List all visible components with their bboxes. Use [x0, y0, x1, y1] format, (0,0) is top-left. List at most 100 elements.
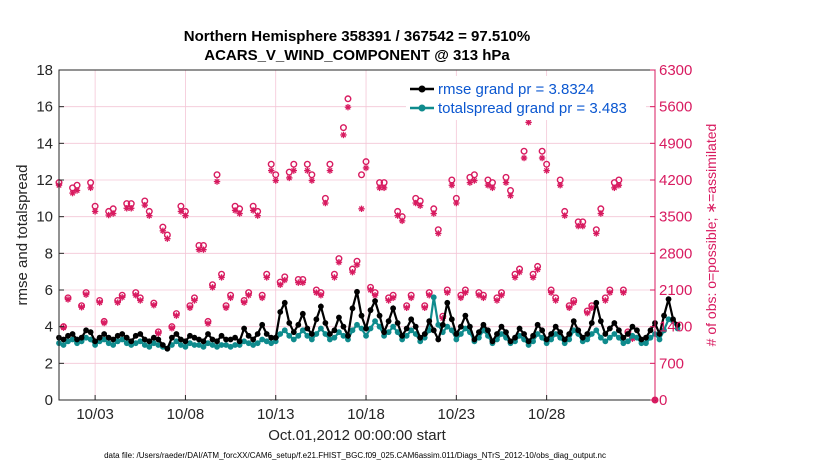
obs-assimilated-point — [380, 184, 388, 192]
obs-assimilated-point — [520, 154, 528, 162]
obs-assimilated-point — [236, 210, 243, 217]
rmse-point — [570, 318, 577, 325]
rmse-point — [444, 299, 451, 306]
spread-point — [611, 331, 618, 337]
rmse-point — [363, 325, 369, 332]
y-left-tick-label: 4 — [45, 319, 53, 336]
rmse-point — [656, 331, 663, 337]
y-right-tick-label: 1400 — [659, 319, 692, 336]
obs-assimilated-point — [426, 292, 433, 299]
rmse-point — [494, 331, 500, 337]
obs-assimilated-point — [538, 154, 546, 162]
spread-point — [376, 323, 383, 330]
spread-point — [462, 325, 469, 332]
spread-point — [254, 340, 261, 347]
spread-point — [426, 327, 433, 334]
spread-point — [87, 336, 94, 343]
spread-point — [209, 342, 216, 348]
obs-assimilated-point — [362, 164, 370, 172]
spread-point — [241, 338, 248, 345]
obs-assimilated-point — [254, 212, 261, 219]
spread-point — [435, 321, 442, 328]
rmse-point — [376, 312, 383, 319]
rmse-point — [435, 336, 442, 343]
spread-point — [602, 338, 609, 345]
obs-assimilated-point — [245, 292, 252, 299]
y-left-tick-label: 6 — [45, 282, 53, 299]
spread-point — [448, 327, 455, 334]
spread-point — [119, 336, 126, 343]
obs-assimilated-point — [344, 103, 352, 111]
rmse-point — [354, 288, 360, 295]
obs-assimilated-point — [340, 131, 347, 139]
obs-assimilated-point — [60, 324, 67, 331]
rmse-point — [439, 321, 446, 328]
obs-assimilated-point — [331, 274, 338, 281]
y-right-tick-label: 700 — [659, 355, 684, 372]
spread-point — [286, 332, 293, 339]
rmse-point — [290, 329, 297, 336]
rmse-point — [227, 336, 234, 343]
obs-assimilated-point — [570, 299, 577, 306]
y-left-tick-label: 14 — [36, 135, 53, 152]
obs-assimilated-point — [457, 294, 465, 302]
obs-assimilated-point — [407, 294, 415, 302]
obs-assimilated-point — [620, 289, 627, 296]
rmse-point — [65, 332, 71, 339]
y-right-tick-label: 4900 — [659, 135, 692, 152]
rmse-point — [128, 338, 135, 345]
rmse-point — [322, 320, 329, 326]
spread-point — [340, 332, 347, 339]
rmse-point — [421, 331, 428, 337]
rmse-point — [399, 332, 406, 339]
obs-assimilated-point — [304, 167, 311, 174]
obs-assimilated-point — [575, 222, 582, 230]
spread-point — [516, 332, 523, 339]
rmse-point — [96, 334, 103, 341]
rmse-point — [187, 332, 193, 339]
spread-point — [196, 342, 202, 348]
obs-assimilated-point — [358, 205, 365, 213]
obs-possible-point — [538, 147, 546, 155]
obs-assimilated-point — [213, 178, 221, 185]
spread-point — [182, 343, 189, 350]
obs-assimilated-point — [78, 304, 85, 311]
spread-point — [155, 342, 162, 348]
y-left-tick-label: 0 — [45, 392, 53, 409]
obs-assimilated-point — [516, 268, 523, 276]
rmse-point — [164, 345, 171, 352]
y-right-tick-label: 6300 — [659, 62, 692, 79]
x-tick-label: 10/23 — [438, 406, 476, 423]
spread-point — [114, 338, 121, 345]
rmse-point — [268, 334, 275, 341]
spread-point — [615, 334, 622, 341]
obs-possible-point — [303, 160, 311, 168]
rmse-point — [385, 318, 392, 325]
rmse-point — [168, 334, 175, 341]
spread-point — [597, 334, 604, 341]
data-file-footer: data file: /Users/raeder/DAI/ATM_forcXX/… — [104, 451, 606, 460]
spread-point — [372, 318, 378, 325]
rmse-point — [476, 329, 482, 336]
spread-point — [313, 331, 320, 337]
rmse-point — [408, 316, 415, 323]
rmse-point — [412, 323, 419, 330]
spread-point — [584, 336, 591, 343]
rmse-point — [552, 323, 559, 330]
spread-point — [268, 340, 275, 347]
spread-point — [643, 340, 649, 347]
y-right-tick-label: 4200 — [659, 172, 692, 189]
spread-point — [552, 331, 559, 337]
obs-assimilated-point — [534, 266, 541, 273]
spread-point — [588, 331, 595, 337]
obs-assimilated-point — [218, 274, 225, 281]
rmse-point — [539, 327, 546, 334]
rmse-point — [159, 342, 166, 348]
y-left-tick-label: 12 — [36, 172, 53, 189]
spread-point — [390, 323, 397, 330]
obs-assimilated-point — [435, 230, 442, 237]
spread-point — [110, 342, 117, 348]
spread-point — [101, 336, 108, 343]
obs-assimilated-point — [182, 212, 189, 219]
rmse-point — [146, 338, 153, 345]
